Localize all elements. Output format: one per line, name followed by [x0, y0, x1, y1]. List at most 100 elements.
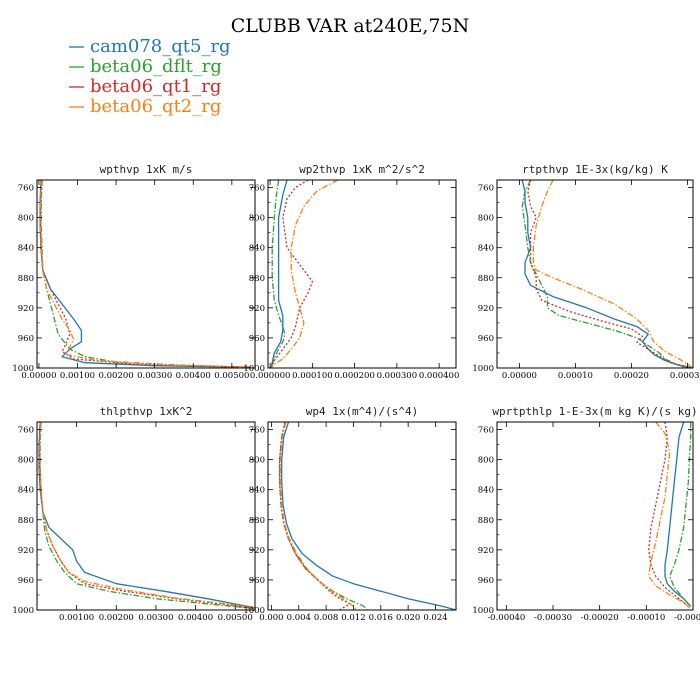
- panel-1: wp2thvp 1xK m^2/s^2 760 800 840 880 920 960 100…: [243, 163, 459, 381]
- series-line-cam078_qt5_rg: [281, 422, 456, 610]
- series-line-beta06_qt2_rg: [532, 180, 693, 368]
- y-tick-label: 840: [249, 486, 265, 496]
- series-group: [521, 180, 693, 368]
- x-tick-label: 0.016: [369, 613, 393, 623]
- series-line-beta06_dflt_rg: [39, 422, 255, 610]
- x-tick-label: 0.000300: [377, 371, 418, 381]
- y-tick-label: 760: [18, 426, 34, 436]
- x-tick-label: -0.00010: [627, 613, 665, 623]
- y-tick-label: 840: [18, 486, 34, 496]
- x-tick-label: 0.00000: [21, 371, 56, 381]
- y-tick-label: 840: [478, 244, 494, 254]
- legend-item-0: cam078_qt5_rg: [69, 36, 231, 57]
- series-line-beta06_qt2_rg: [648, 422, 692, 609]
- series-line-cam078_qt5_rg: [270, 180, 288, 368]
- x-tick-label: -0.00040: [487, 613, 525, 623]
- y-tick-label: 920: [249, 546, 265, 556]
- y-tick-label: 800: [18, 214, 34, 224]
- x-tick-label: 0.000100: [292, 371, 333, 381]
- x-tick-label: 0.012: [341, 613, 365, 623]
- x-tick-label: 0.00500: [214, 371, 249, 381]
- y-tick-label: 760: [478, 426, 494, 436]
- y-tick-label: 960: [478, 576, 494, 586]
- x-tick-label: 0.00200: [99, 613, 134, 623]
- series-line-cam078_qt5_rg: [38, 422, 255, 609]
- x-tick-label: 0.004: [287, 613, 311, 623]
- x-tick-label: -0.00000: [674, 613, 700, 623]
- y-tick-label: 760: [18, 184, 34, 194]
- y-tick-label: 800: [249, 214, 265, 224]
- panel-title: wp2thvp 1xK m^2/s^2: [299, 163, 425, 176]
- x-tick-label: 0.000000: [250, 371, 291, 381]
- panel-5: wprtpthlp 1-E-3x(m kg K)/(s kg) 760 800 840…: [472, 405, 700, 623]
- legend-label: beta06_dflt_rg: [90, 56, 222, 77]
- y-tick-label: 1000: [472, 606, 494, 616]
- y-tick-label: 840: [18, 244, 34, 254]
- series-line-beta06_qt1_rg: [527, 180, 688, 368]
- y-tick-label: 1000: [243, 606, 265, 616]
- y-tick-label: 760: [478, 184, 494, 194]
- series-group: [270, 180, 339, 368]
- panel-0: wpthvp 1xK m/s76080084088092096010000.00…: [12, 163, 256, 381]
- legend-label: beta06_qt1_rg: [90, 76, 221, 97]
- y-tick-label: 880: [18, 274, 34, 284]
- x-tick-label: -0.00030: [534, 613, 572, 623]
- x-tick-label: 0.00500: [218, 613, 253, 623]
- plot-frame: [496, 179, 694, 369]
- x-tick-label: 0.024: [423, 613, 447, 623]
- y-tick-label: 840: [249, 244, 265, 254]
- series-group: [278, 422, 456, 610]
- y-tick-label: 880: [249, 516, 265, 526]
- y-tick-label: 760: [249, 426, 265, 436]
- y-tick-label: 880: [18, 516, 34, 526]
- y-tick-label: 800: [249, 456, 265, 466]
- y-tick-label: 920: [18, 546, 34, 556]
- panel-title: wprtpthlp 1-E-3x(m kg K)/(s kg): [492, 405, 697, 418]
- x-tick-label: 0.00400: [176, 371, 211, 381]
- x-tick-label: 0.00300: [138, 613, 173, 623]
- legend-item-1: beta06_dflt_rg: [69, 56, 222, 77]
- x-tick-label: 0.00030: [670, 371, 700, 381]
- series-line-beta06_dflt_rg: [669, 422, 692, 607]
- series-line-beta06_qt1_rg: [270, 180, 314, 368]
- plot-frame: [267, 421, 457, 611]
- panel-title: wpthvp 1xK m/s: [100, 163, 193, 176]
- y-tick-label: 840: [478, 486, 494, 496]
- series-group: [648, 422, 692, 609]
- y-tick-label: 1000: [12, 364, 34, 374]
- y-tick-label: 960: [18, 334, 34, 344]
- legend-item-3: beta06_qt2_rg: [69, 96, 221, 117]
- y-tick-label: 880: [478, 516, 494, 526]
- x-tick-label: 0.00010: [558, 371, 593, 381]
- y-tick-label: 800: [478, 456, 494, 466]
- y-tick-label: 920: [249, 304, 265, 314]
- x-tick-label: 0.00020: [614, 371, 649, 381]
- series-line-cam078_qt5_rg: [664, 422, 692, 607]
- x-tick-label: 0.00400: [178, 613, 213, 623]
- y-tick-label: 800: [478, 214, 494, 224]
- x-tick-label: 0.020: [396, 613, 420, 623]
- x-tick-label: 0.00100: [59, 613, 94, 623]
- series-line-beta06_dflt_rg: [40, 180, 252, 368]
- panel-2: rtpthvp 1E-3x(kg/kg) K 760 800 840 880 920 960…: [472, 163, 700, 381]
- panel-title: thlpthvp 1xK^2: [100, 405, 193, 418]
- y-tick-label: 920: [478, 304, 494, 314]
- panels: wpthvp 1xK m/s76080084088092096010000.00…: [12, 163, 700, 623]
- x-tick-label: 0.00100: [60, 371, 95, 381]
- y-tick-label: 1000: [12, 606, 34, 616]
- series-line-beta06_dflt_rg: [278, 422, 368, 610]
- y-tick-label: 800: [18, 456, 34, 466]
- y-tick-label: 920: [18, 304, 34, 314]
- series-group: [38, 422, 255, 610]
- y-tick-label: 880: [249, 274, 265, 284]
- y-tick-label: 1000: [243, 364, 265, 374]
- series-line-beta06_dflt_rg: [521, 180, 688, 368]
- y-tick-label: 920: [478, 546, 494, 556]
- y-tick-label: 960: [478, 334, 494, 344]
- legend-label: cam078_qt5_rg: [90, 36, 231, 57]
- panel-title: rtpthvp 1E-3x(kg/kg) K: [522, 163, 668, 176]
- y-tick-label: 960: [249, 576, 265, 586]
- series-line-beta06_qt2_rg: [39, 422, 255, 609]
- x-tick-label: 0.00000: [502, 371, 537, 381]
